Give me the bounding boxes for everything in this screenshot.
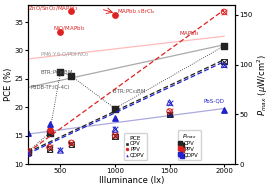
Point	[25, 149, 30, 152]
Point	[113, 135, 117, 138]
Point	[113, 134, 117, 137]
Point	[222, 63, 226, 66]
Point	[58, 70, 63, 74]
Text: NiO/MAPbI$_3$: NiO/MAPbI$_3$	[53, 24, 86, 33]
Point	[47, 123, 52, 126]
X-axis label: Illuminance (lx): Illuminance (lx)	[99, 176, 164, 185]
Point	[113, 128, 117, 131]
Text: PM6:Y6-O/PDI-NO$_2$: PM6:Y6-O/PDI-NO$_2$	[40, 51, 90, 59]
Point	[69, 143, 73, 146]
Point	[47, 147, 52, 150]
Point	[58, 31, 63, 34]
Point	[25, 150, 30, 153]
Text: P8DB-TF:IO-4Cl: P8DB-TF:IO-4Cl	[31, 85, 70, 90]
Point	[69, 141, 73, 144]
Point	[69, 74, 73, 77]
Point	[222, 44, 226, 47]
Point	[167, 110, 172, 113]
Legend: OPV, PPV, QDPV: OPV, PPV, QDPV	[178, 129, 201, 160]
Point	[222, 10, 226, 13]
Y-axis label: $P_{max}$ ($\mu$W/cm$^2$): $P_{max}$ ($\mu$W/cm$^2$)	[255, 54, 270, 115]
Point	[222, 10, 226, 13]
Point	[113, 134, 117, 137]
Text: -BTR:PC$_{61}$BM: -BTR:PC$_{61}$BM	[111, 87, 146, 96]
Point	[113, 107, 117, 110]
Point	[25, 132, 30, 135]
Point	[25, 152, 30, 155]
Point	[167, 110, 172, 113]
Point	[113, 116, 117, 119]
Point	[167, 113, 172, 116]
Point	[167, 101, 172, 104]
Text: ZnO/SnO$_2$/MAPbI$_3$: ZnO/SnO$_2$/MAPbI$_3$	[28, 5, 78, 13]
Text: MAPbI$_3$: MAPbI$_3$	[179, 29, 201, 38]
Point	[58, 149, 63, 152]
Point	[222, 63, 226, 66]
Point	[47, 129, 52, 132]
Point	[47, 146, 52, 149]
Point	[25, 150, 30, 153]
Point	[69, 9, 73, 12]
Point	[25, 149, 30, 152]
Point	[69, 143, 73, 146]
Point	[222, 109, 226, 112]
Point	[47, 146, 52, 149]
Point	[222, 60, 226, 63]
Text: MAPbI$_{2.5}$BrCl$_x$: MAPbI$_{2.5}$BrCl$_x$	[117, 7, 156, 16]
Point	[25, 151, 30, 154]
Point	[167, 101, 172, 104]
Point	[167, 113, 172, 116]
Point	[47, 132, 52, 135]
Point	[25, 152, 30, 155]
Point	[167, 113, 172, 116]
Point	[58, 149, 63, 152]
Point	[25, 150, 30, 153]
Point	[113, 14, 117, 17]
Point	[222, 60, 226, 63]
Point	[113, 135, 117, 138]
Y-axis label: PCE (%): PCE (%)	[4, 68, 13, 101]
Text: BTR:PC$_{61}$BM: BTR:PC$_{61}$BM	[40, 68, 73, 77]
Point	[113, 128, 117, 131]
Point	[47, 147, 52, 150]
Text: PbS-QD: PbS-QD	[203, 98, 224, 103]
Point	[69, 141, 73, 144]
